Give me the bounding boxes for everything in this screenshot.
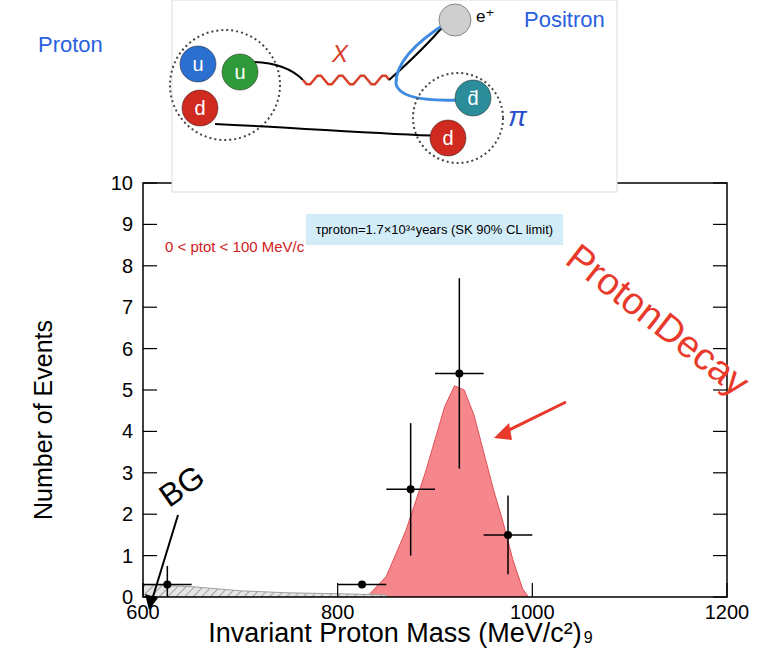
data-point: [455, 369, 463, 377]
y-tick: [143, 431, 157, 432]
limit-text: τproton=1.7×10³⁴years (SK 90% CL limit): [316, 222, 553, 237]
y-tick: [143, 265, 157, 266]
y-tick: [143, 389, 157, 390]
y-tick: [143, 555, 157, 556]
quark-label: u: [234, 61, 245, 83]
data-point: [358, 581, 366, 589]
quark: [430, 120, 466, 156]
y-tick-label: 5: [122, 379, 133, 401]
chart: 01234567891060080010001200Number of Even…: [0, 0, 780, 654]
y-tick: [713, 472, 727, 473]
y-tick-label: 4: [122, 420, 133, 442]
y-tick: [143, 224, 157, 225]
area-bg: [143, 585, 386, 597]
quark: [455, 80, 491, 116]
y-tick-label: 3: [122, 462, 133, 484]
x-tick: [337, 583, 338, 597]
signal-label: ProtonDecay: [559, 236, 758, 404]
data-point: [407, 485, 415, 493]
limit-box: [306, 214, 563, 245]
x-tick: [726, 583, 727, 597]
signal-arrowhead: [494, 423, 512, 440]
boson-label: X: [331, 40, 349, 67]
page-number: 9: [584, 629, 593, 646]
plot-data: [143, 278, 532, 597]
x-tick: [142, 583, 143, 597]
y-tick: [143, 307, 157, 308]
proton-label: Proton: [38, 32, 103, 57]
y-tick: [713, 514, 727, 515]
y-tick-label: 1: [122, 545, 133, 567]
y-tick: [143, 472, 157, 473]
y-tick: [713, 307, 727, 308]
quark-label: d̄: [467, 87, 478, 109]
y-tick-label: 6: [122, 338, 133, 360]
quark-label: u: [192, 53, 203, 75]
positron-symbol: e⁺: [476, 7, 494, 26]
signal-arrow: [503, 402, 566, 433]
diagram-panel: [172, 0, 617, 192]
quark-label: d: [442, 127, 453, 149]
y-tick: [713, 431, 727, 432]
spectator-line: [215, 124, 440, 136]
y-tick: [713, 555, 727, 556]
y-axis-title: Number of Events: [29, 320, 57, 520]
bg-arrowhead: [145, 594, 158, 610]
boson-line: [303, 76, 389, 85]
x-tick-label: 1200: [705, 601, 750, 623]
positron-ball: [439, 4, 471, 36]
pion-circle: [413, 73, 503, 163]
y-tick: [713, 182, 727, 183]
decay-diagram: uudd̄de⁺Xπ: [170, 0, 617, 192]
data-point: [163, 581, 171, 589]
y-tick-label: 7: [122, 296, 133, 318]
y-tick-label: 10: [111, 172, 133, 194]
quark: [180, 46, 216, 82]
plot-frame: [143, 183, 727, 597]
quark: [222, 54, 258, 90]
x-tick: [532, 583, 533, 597]
x-axis-title: Invariant Proton Mass (MeV/c²): [208, 618, 582, 648]
y-tick: [713, 224, 727, 225]
y-tick: [713, 265, 727, 266]
area-protondecay: [367, 386, 529, 597]
positron-label: Positron: [524, 7, 605, 32]
bg-arrow: [152, 515, 178, 600]
bg-label: BG: [152, 458, 211, 514]
y-tick-label: 8: [122, 255, 133, 277]
y-tick: [143, 514, 157, 515]
y-tick: [713, 596, 727, 597]
momentum-cut: 0 < ptot < 100 MeV/c: [165, 238, 305, 255]
quark: [182, 90, 218, 126]
y-tick: [143, 182, 157, 183]
data-point: [504, 531, 512, 539]
y-tick-label: 9: [122, 213, 133, 235]
y-tick-label: 2: [122, 503, 133, 525]
y-tick: [143, 348, 157, 349]
x-tick-label: 600: [126, 601, 159, 623]
quark-label: d: [194, 97, 205, 119]
pion-symbol: π: [508, 101, 528, 132]
